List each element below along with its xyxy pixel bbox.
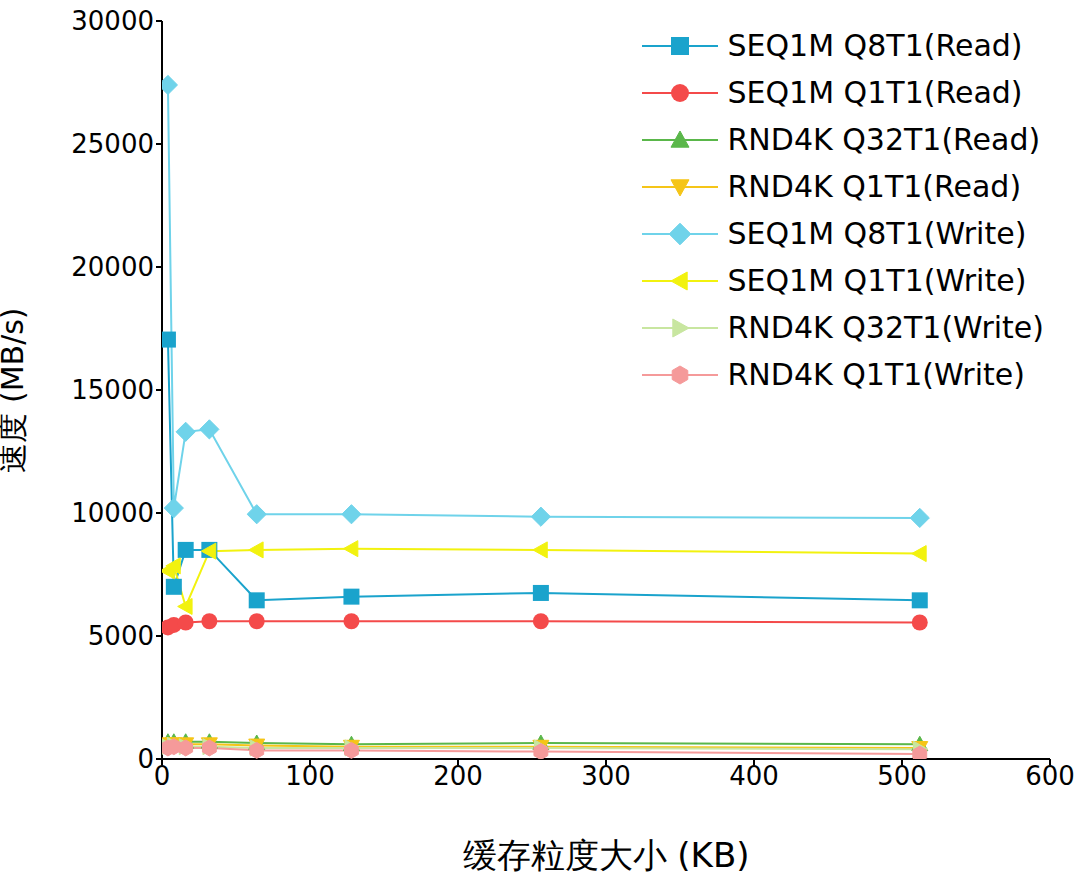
svg-text:300: 300 xyxy=(581,761,631,791)
svg-text:100: 100 xyxy=(285,761,335,791)
html-text:SEQ1M Q8T1(Write): SEQ1M Q8T1(Write) xyxy=(727,216,1027,251)
svg-text:0: 0 xyxy=(137,744,154,774)
html-text:SEQ1M Q8T1(Read): SEQ1M Q8T1(Read) xyxy=(727,28,1023,63)
html-text:SEQ1M Q1T1(Write): SEQ1M Q1T1(Write) xyxy=(727,263,1027,298)
svg-text:200: 200 xyxy=(433,761,483,791)
svg-text:30000: 30000 xyxy=(71,6,154,36)
svg-text:500: 500 xyxy=(877,761,927,791)
svg-text:速度 (MB/s): 速度 (MB/s) xyxy=(0,307,30,472)
svg-text:缓存粒度大小 (KB): 缓存粒度大小 (KB) xyxy=(463,835,750,875)
html-text:RND4K Q1T1(Write): RND4K Q1T1(Write) xyxy=(727,357,1025,392)
svg-text:20000: 20000 xyxy=(71,252,154,282)
svg-text:600: 600 xyxy=(1025,761,1075,791)
html-text:RND4K Q1T1(Read): RND4K Q1T1(Read) xyxy=(727,169,1022,204)
svg-text:15000: 15000 xyxy=(71,375,154,405)
svg-text:5000: 5000 xyxy=(88,621,154,651)
html-text:SEQ1M Q1T1(Read): SEQ1M Q1T1(Read) xyxy=(727,75,1023,110)
svg-text:25000: 25000 xyxy=(71,129,154,159)
html-text:RND4K Q32T1(Write): RND4K Q32T1(Write) xyxy=(727,310,1044,345)
html-text:RND4K Q32T1(Read): RND4K Q32T1(Read) xyxy=(727,122,1041,157)
svg-text:10000: 10000 xyxy=(71,498,154,528)
svg-text:400: 400 xyxy=(729,761,779,791)
svg-text:0: 0 xyxy=(154,761,171,791)
